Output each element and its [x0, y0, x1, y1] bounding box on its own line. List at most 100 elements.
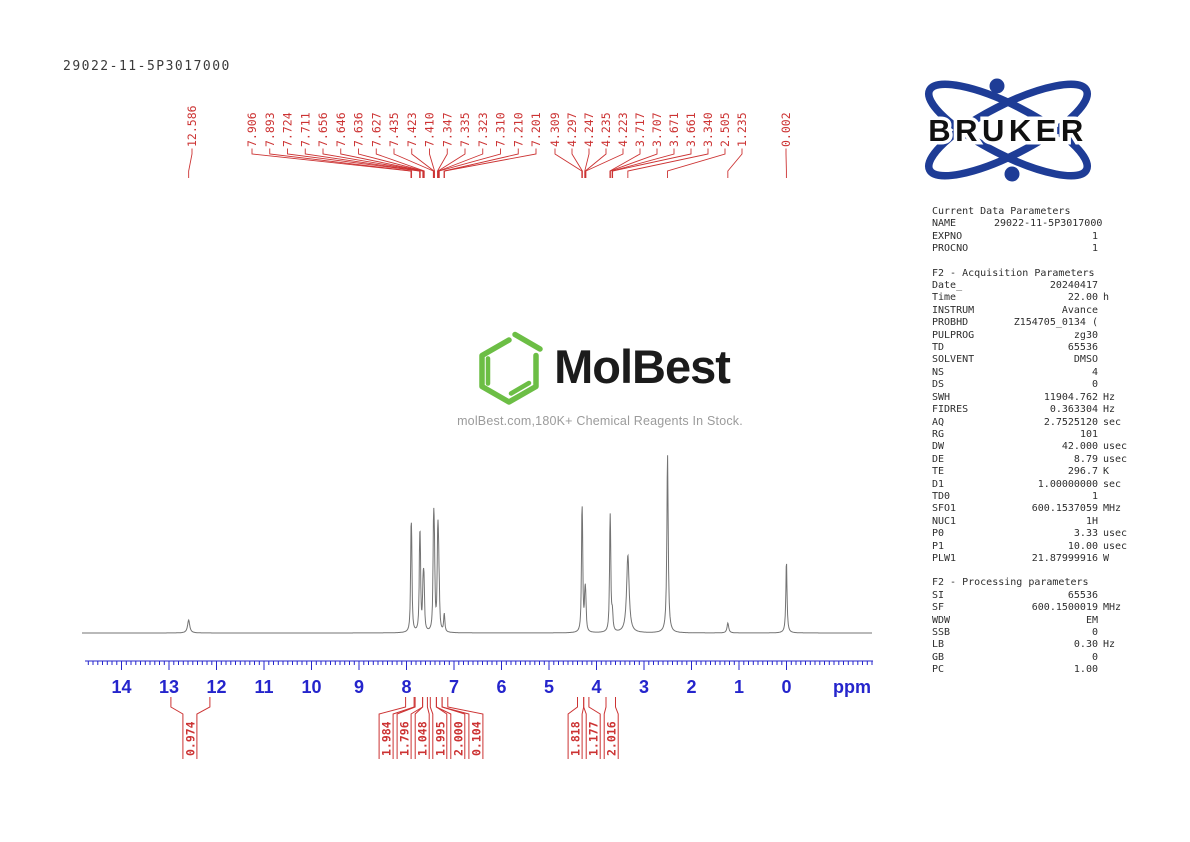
peak-pointer-line — [438, 148, 484, 178]
axis-tick-label: 13 — [159, 677, 179, 697]
axis-tick-label: 3 — [639, 677, 649, 697]
peak-ppm-label: 3.661 — [684, 112, 698, 147]
molbest-tagline: molBest.com,180K+ Chemical Reagents In S… — [457, 414, 743, 428]
integral-bracket — [603, 697, 619, 759]
parameter-row: LB 0.30 Hz — [932, 639, 1116, 651]
orbit-dot-top — [989, 78, 1005, 94]
integral-bracket — [441, 697, 484, 759]
parameter-row: Time 22.00 h — [932, 292, 1110, 304]
peak-pointer-line — [611, 148, 675, 178]
peak-ppm-label: 1.235 — [735, 112, 749, 147]
axis-tick-label: 1 — [734, 677, 744, 697]
peak-ppm-label: 7.656 — [316, 112, 330, 147]
peak-ppm-label: 4.223 — [616, 112, 630, 147]
peak-ppm-label: 3.340 — [701, 112, 715, 147]
peak-pointer-line — [304, 148, 421, 178]
parameter-row: SF 600.1500019 MHz — [932, 602, 1122, 614]
parameter-row: PROBHD Z154705_0134 ( — [932, 317, 1098, 329]
peak-pointer-line — [444, 148, 537, 178]
peak-pointer-line — [322, 148, 424, 178]
parameter-row: RG 101 — [932, 428, 1098, 440]
parameter-row: NUC1 1H — [932, 515, 1098, 527]
peak-ppm-label: 4.309 — [548, 112, 562, 147]
integral-value: 1.818 — [569, 721, 583, 756]
axis-tick-label: 14 — [111, 677, 131, 697]
integral-value: 1.984 — [380, 721, 394, 756]
parameter-section-title: Current Data Parameters — [932, 206, 1071, 217]
parameter-row: Date_ 20240417 — [932, 280, 1098, 292]
bruker-logo-text: BRUKER — [928, 113, 1088, 148]
ppm-axis: 14 13 12 11 10 9 8 7 6 5 4 3 2 1 0 ppm — [85, 660, 873, 697]
peak-ppm-label: 4.247 — [582, 112, 596, 147]
parameter-row: PLW1 21.87999916 W — [932, 552, 1110, 564]
integral-bracket — [414, 697, 430, 759]
axis-tick-label: 10 — [301, 677, 321, 697]
bruker-logo: BRUKER — [925, 78, 1091, 182]
integral-labels: 0.974 1.984 1.796 1.048 1.995 2.000 0.104 1.818… — [170, 697, 619, 759]
parameter-row: PULPROG zg30 — [932, 329, 1098, 341]
integral-bracket — [378, 697, 415, 759]
parameter-row: FIDRES 0.363304 Hz — [932, 404, 1116, 416]
molbest-hexagon-icon — [479, 331, 543, 405]
peak-ppm-label: 7.906 — [245, 112, 259, 147]
peak-ppm-label: 3.671 — [667, 112, 681, 147]
peak-pointer-line — [584, 148, 590, 178]
axis-tick-label: 9 — [354, 677, 364, 697]
parameter-row: D1 1.00000000 sec — [932, 478, 1122, 490]
peak-ppm-label: 3.707 — [650, 112, 664, 147]
peak-pointer-line — [609, 148, 641, 178]
peak-ppm-label: 7.627 — [369, 112, 383, 147]
molbest-watermark: MolBest molBest.com,180K+ Chemical Reage… — [430, 328, 770, 428]
peak-ppm-label: 4.235 — [599, 112, 613, 147]
parameter-row: AQ 2.7525120 sec — [932, 416, 1122, 428]
parameter-section-title: F2 - Acquisition Parameters — [932, 267, 1095, 279]
parameter-row: TD 65536 — [932, 342, 1098, 354]
peak-ppm-label: 0.002 — [779, 112, 793, 147]
parameter-row: SWH 11904.762 Hz — [932, 391, 1116, 403]
peak-ppm-label: 7.893 — [263, 112, 277, 147]
parameter-row: INSTRUM Avance — [932, 304, 1098, 316]
peak-pointer-line — [411, 148, 435, 178]
parameter-row: PC 1.00 — [932, 664, 1098, 676]
peak-ppm-label: 3.717 — [633, 112, 647, 147]
peak-pointer-line — [554, 148, 583, 178]
peak-ppm-label: 7.201 — [529, 112, 543, 147]
integral-value: 1.177 — [587, 721, 601, 756]
peak-labels: 12.586 7.906 7.893 7.724 7.711 7.656 7.646 7.63… — [185, 105, 793, 178]
parameter-section: F2 - Acquisition Parameters Date_ 20240417… — [932, 268, 1138, 566]
parameter-section: Current Data Parameters NAME 29022-11-5P30… — [932, 206, 1138, 256]
parameter-row: DE 8.79 usec — [932, 453, 1128, 465]
axis-tick-label: 0 — [781, 677, 791, 697]
integral-bracket — [583, 697, 601, 759]
axis-tick-label: 7 — [449, 677, 459, 697]
peak-ppm-label: 7.636 — [352, 112, 366, 147]
axis-tick-label: 12 — [206, 677, 226, 697]
axis-tick-label: 5 — [544, 677, 554, 697]
peak-ppm-label: 12.586 — [185, 105, 199, 147]
parameter-row: EXPNO 1 — [932, 230, 1098, 242]
orbit-dot-bottom — [1004, 166, 1020, 182]
axis-tick-label: 2 — [686, 677, 696, 697]
integral-value: 0.104 — [469, 721, 483, 756]
peak-pointer-line — [443, 148, 519, 178]
peak-ppm-label: 7.410 — [423, 112, 437, 147]
parameter-row: NS 4 — [932, 366, 1098, 378]
peak-pointer-line — [584, 148, 607, 178]
peak-pointer-line — [437, 148, 466, 178]
parameter-row: GB 0 — [932, 651, 1098, 663]
integral-value: 1.048 — [416, 721, 430, 756]
parameter-section-title: F2 - Processing parameters — [932, 577, 1089, 589]
parameter-row: SI 65536 — [932, 589, 1098, 601]
parameter-row: TE 296.7 K — [932, 466, 1110, 478]
peak-pointer-line — [188, 148, 193, 178]
parameter-row: SSB 0 — [932, 627, 1098, 638]
peak-pointer-line — [609, 148, 658, 178]
peak-pointer-line — [269, 148, 413, 178]
peak-pointer-line — [571, 148, 583, 178]
axis-tick-label: 11 — [254, 677, 273, 697]
axis-tick-label: 8 — [401, 677, 411, 697]
integral-value: 0.974 — [183, 721, 197, 756]
peak-pointer-line — [667, 148, 726, 178]
peak-pointer-line — [251, 148, 412, 178]
